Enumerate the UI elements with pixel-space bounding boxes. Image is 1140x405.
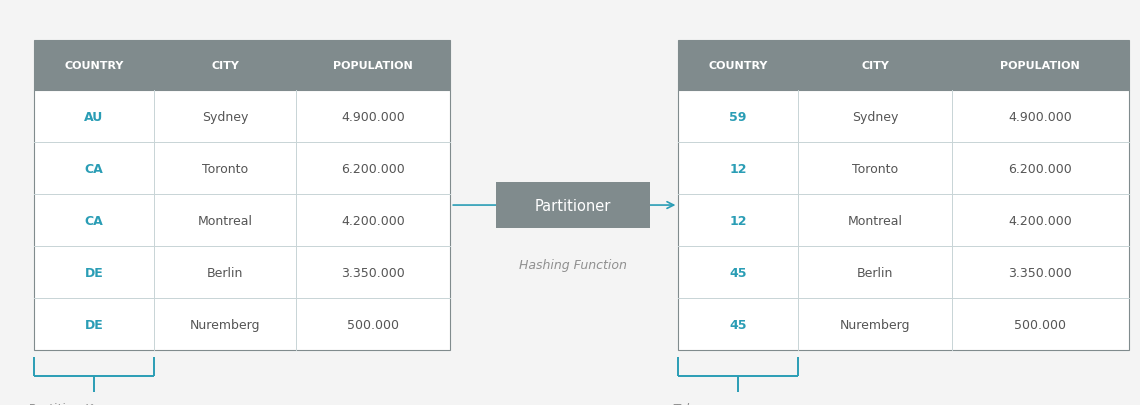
Text: CITY: CITY [861, 61, 889, 71]
Text: Tokens: Tokens [673, 402, 716, 405]
Bar [496, 182, 650, 229]
Text: 12: 12 [730, 214, 747, 227]
Bar [678, 91, 1129, 350]
Text: 6.200.000: 6.200.000 [1009, 162, 1072, 175]
Text: CA: CA [84, 214, 104, 227]
Text: Toronto: Toronto [852, 162, 898, 175]
Text: 500.000: 500.000 [1015, 318, 1066, 331]
Text: Nuremberg: Nuremberg [840, 318, 910, 331]
Text: Berlin: Berlin [207, 266, 243, 279]
Text: DE: DE [84, 266, 104, 279]
Bar [34, 91, 450, 350]
Text: 500.000: 500.000 [348, 318, 399, 331]
Text: DE: DE [84, 318, 104, 331]
Text: 45: 45 [730, 266, 747, 279]
Text: 4.200.000: 4.200.000 [342, 214, 405, 227]
Text: Partitioner: Partitioner [535, 198, 611, 213]
Text: 12: 12 [730, 162, 747, 175]
Text: Sydney: Sydney [202, 111, 249, 124]
Text: AU: AU [84, 111, 104, 124]
Bar [678, 40, 1129, 91]
Text: Montreal: Montreal [847, 214, 903, 227]
Text: 4.900.000: 4.900.000 [1009, 111, 1072, 124]
Text: 59: 59 [730, 111, 747, 124]
Text: CITY: CITY [211, 61, 239, 71]
Text: 45: 45 [730, 318, 747, 331]
Text: 3.350.000: 3.350.000 [1009, 266, 1072, 279]
Text: Hashing Function: Hashing Function [519, 259, 627, 272]
Text: Montreal: Montreal [197, 214, 253, 227]
Text: 4.200.000: 4.200.000 [1009, 214, 1072, 227]
Text: Nuremberg: Nuremberg [190, 318, 260, 331]
Text: 4.900.000: 4.900.000 [342, 111, 405, 124]
Text: COUNTRY: COUNTRY [708, 61, 768, 71]
Text: 3.350.000: 3.350.000 [342, 266, 405, 279]
Text: Partition Key: Partition Key [28, 402, 108, 405]
Text: CA: CA [84, 162, 104, 175]
Text: POPULATION: POPULATION [334, 61, 413, 71]
Bar [34, 40, 450, 91]
Text: Sydney: Sydney [852, 111, 898, 124]
Text: Berlin: Berlin [857, 266, 893, 279]
Text: Toronto: Toronto [202, 162, 249, 175]
Text: 6.200.000: 6.200.000 [342, 162, 405, 175]
Text: POPULATION: POPULATION [1001, 61, 1080, 71]
Text: COUNTRY: COUNTRY [64, 61, 124, 71]
